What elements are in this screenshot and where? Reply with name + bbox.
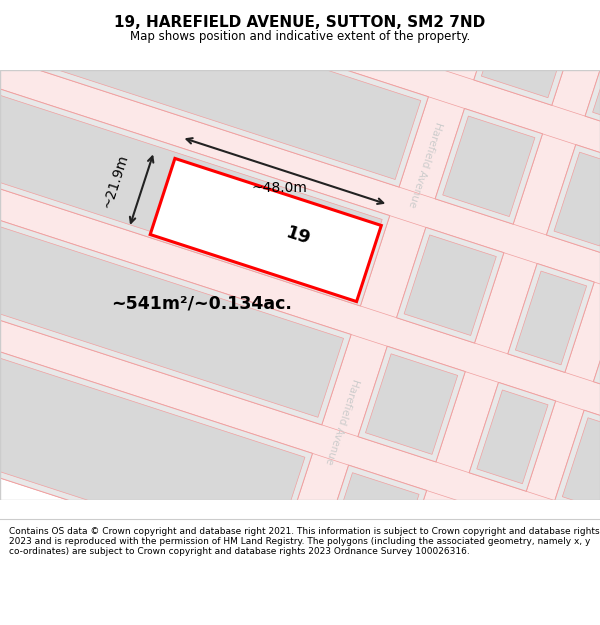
Polygon shape (0, 0, 460, 61)
Polygon shape (365, 354, 458, 454)
Polygon shape (547, 144, 600, 254)
Text: Contains OS data © Crown copyright and database right 2021. This information is : Contains OS data © Crown copyright and d… (9, 526, 599, 556)
Polygon shape (404, 235, 496, 336)
Polygon shape (515, 271, 587, 365)
Polygon shape (0, 47, 382, 298)
Polygon shape (0, 0, 600, 199)
Polygon shape (150, 158, 381, 302)
Polygon shape (435, 109, 542, 224)
Text: ~21.9m: ~21.9m (100, 152, 130, 210)
Text: Harefield Avenue: Harefield Avenue (323, 377, 361, 465)
Polygon shape (358, 346, 465, 462)
Polygon shape (554, 152, 600, 246)
Polygon shape (0, 285, 305, 560)
Polygon shape (555, 410, 600, 527)
Text: Harefield Avenue: Harefield Avenue (407, 120, 444, 208)
Polygon shape (319, 472, 419, 597)
Polygon shape (0, 158, 351, 425)
Polygon shape (311, 465, 427, 604)
Polygon shape (0, 130, 600, 436)
Text: ~48.0m: ~48.0m (251, 181, 307, 195)
Polygon shape (562, 418, 600, 519)
Polygon shape (0, 278, 313, 568)
Polygon shape (443, 116, 535, 217)
Polygon shape (508, 529, 600, 625)
Polygon shape (516, 537, 600, 625)
Polygon shape (508, 264, 594, 372)
Polygon shape (593, 291, 600, 408)
Polygon shape (0, 0, 467, 68)
Polygon shape (397, 228, 504, 343)
Polygon shape (0, 0, 134, 579)
Polygon shape (0, 0, 421, 179)
Text: 19: 19 (283, 224, 313, 249)
Polygon shape (0, 0, 600, 80)
Polygon shape (430, 509, 509, 625)
Polygon shape (423, 501, 517, 625)
Polygon shape (0, 0, 130, 577)
Polygon shape (0, 39, 390, 306)
Polygon shape (474, 0, 581, 105)
Polygon shape (437, 0, 600, 625)
Polygon shape (477, 390, 548, 484)
Polygon shape (0, 0, 428, 187)
Polygon shape (0, 166, 344, 418)
Text: ~541m²/~0.134ac.: ~541m²/~0.134ac. (111, 295, 292, 312)
Text: 19, HAREFIELD AVENUE, SUTTON, SM2 7ND: 19, HAREFIELD AVENUE, SUTTON, SM2 7ND (115, 16, 485, 31)
Text: Map shows position and indicative extent of the property.: Map shows position and indicative extent… (130, 30, 470, 43)
Polygon shape (593, 33, 600, 127)
Polygon shape (585, 26, 600, 134)
Polygon shape (232, 0, 547, 625)
Polygon shape (0, 11, 600, 318)
Polygon shape (0, 363, 599, 625)
Polygon shape (481, 0, 574, 98)
Polygon shape (0, 249, 600, 556)
Polygon shape (469, 382, 556, 491)
Polygon shape (346, 0, 600, 625)
